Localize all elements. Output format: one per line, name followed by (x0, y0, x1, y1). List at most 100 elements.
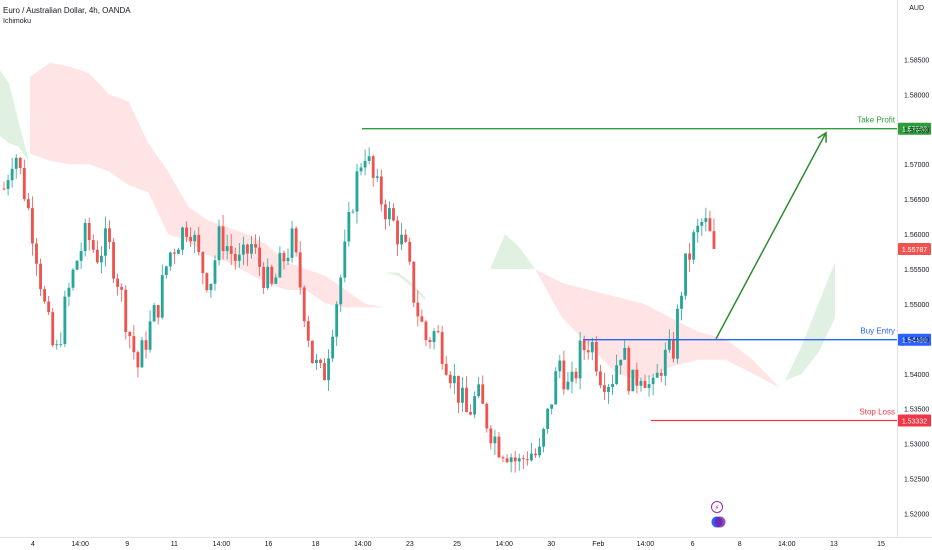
time-tick-label: 14:00 (778, 541, 796, 548)
candle (477, 376, 481, 398)
candle-body (91, 240, 95, 250)
candle (367, 147, 371, 165)
price-axis-unit: AUD (909, 5, 924, 12)
time-tick-label: 14:00 (213, 541, 231, 548)
candle (538, 437, 541, 458)
candle-body (594, 342, 598, 372)
candle-body (22, 167, 26, 200)
time-axis[interactable]: 4 14:00 9 11 14:00 16 18 14:00 23 25 14:00 30 Feb 14:… (31, 541, 885, 548)
candle-body (294, 228, 298, 253)
candle (392, 203, 395, 222)
price-axis[interactable]: 1.58500 1.58000 1.57500 1.57000 1.56500 1.560… (904, 57, 929, 518)
time-tick-label: 14:00 (637, 541, 655, 548)
candle-body (112, 242, 115, 279)
time-tick-label: 30 (547, 541, 555, 548)
candle (379, 169, 383, 212)
candle (6, 174, 10, 196)
candle-body (225, 246, 229, 252)
candle (172, 248, 176, 264)
candle (39, 258, 42, 297)
candle (432, 328, 436, 350)
candle (700, 218, 704, 236)
candle-body (55, 344, 59, 346)
candle (663, 342, 667, 386)
candle-body (383, 204, 387, 220)
candle-body (104, 228, 107, 256)
candle (136, 350, 140, 378)
candle (197, 226, 201, 256)
candle-body (529, 453, 533, 461)
candle-body (696, 225, 700, 233)
candle (363, 149, 367, 176)
candle (456, 375, 460, 414)
price-tick-label: 1.58500 (904, 57, 929, 64)
candlestick-series[interactable] (2, 147, 716, 473)
candle-body (452, 375, 456, 384)
candle (205, 272, 209, 293)
trade-levels[interactable]: Take Profit 1.57508 Buy Entry 1.54488 Stop L… (362, 116, 931, 427)
candle-body (408, 241, 412, 262)
candle (323, 358, 326, 381)
candle-body (270, 266, 274, 284)
candle (712, 218, 716, 249)
time-tick-label: 15 (877, 541, 885, 548)
candle-body (128, 332, 132, 337)
projection-arrow[interactable] (715, 131, 827, 340)
candle (152, 302, 156, 322)
arrow-shaft (715, 132, 827, 340)
candle-body (611, 383, 614, 387)
candle-body (116, 278, 120, 287)
candle-body (485, 403, 489, 429)
candle-body (355, 171, 359, 212)
candle-body (574, 371, 578, 379)
candle (310, 340, 314, 364)
candle (501, 455, 505, 463)
candle-body (213, 260, 217, 284)
candle-body (339, 277, 343, 305)
candle-body (246, 244, 249, 254)
candle (598, 364, 602, 389)
candle (229, 233, 233, 266)
candle-body (676, 308, 679, 359)
candle-body (136, 352, 140, 368)
candle-body (79, 251, 83, 261)
candle (639, 377, 643, 392)
candle (99, 246, 103, 274)
candle-body (436, 331, 440, 333)
candle (258, 236, 262, 276)
candle-body (209, 283, 213, 291)
time-tick-label: 4 (31, 541, 35, 548)
price-tick-label: 1.52000 (904, 512, 929, 519)
candle (570, 361, 574, 394)
candle-body (388, 208, 391, 220)
price-tick-label: 1.53000 (904, 442, 929, 449)
candle (177, 247, 180, 254)
candle-body (375, 176, 379, 178)
candle (59, 332, 63, 348)
time-tick-label: 9 (125, 541, 129, 548)
price-tick-label: 1.57500 (904, 127, 929, 134)
candle (286, 248, 290, 266)
candle-body (67, 287, 71, 297)
candle (667, 329, 671, 353)
candle-body (509, 457, 513, 463)
candle (412, 261, 416, 308)
candle-body (83, 222, 87, 252)
candle-body (221, 226, 225, 252)
candle-body (371, 156, 375, 178)
candle (371, 154, 375, 187)
candle (181, 226, 184, 255)
event-markers[interactable]: ⚡ (711, 501, 726, 528)
price-tick-label: 1.55500 (904, 267, 929, 274)
candle (611, 374, 614, 395)
candle (671, 332, 675, 363)
buy-entry-label: Buy Entry (860, 327, 895, 336)
earnings-event-icon-overlay (714, 516, 726, 528)
candle (71, 267, 75, 291)
candle-body (99, 255, 103, 263)
candle (473, 391, 477, 419)
candle (95, 240, 99, 265)
time-tick-label: 25 (453, 541, 461, 548)
